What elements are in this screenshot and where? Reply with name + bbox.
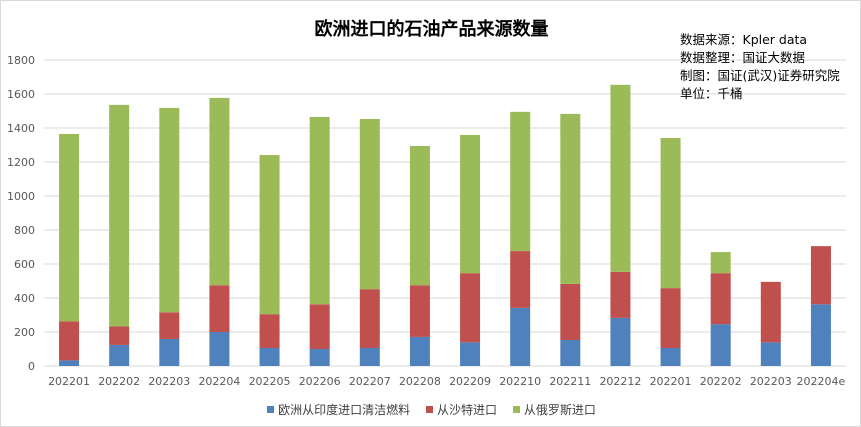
- bar-segment: [259, 155, 280, 315]
- bar-segment: [359, 118, 380, 290]
- bar-segment: [109, 344, 130, 366]
- note-chart-by: 制图：国证(武汉)证券研究院: [680, 68, 840, 83]
- legend-label: 欧洲从印度进口清洁燃料: [278, 403, 411, 417]
- bar-segment: [610, 271, 631, 318]
- note-organizer: 数据整理：国证大数据: [680, 50, 806, 65]
- bar-segment: [159, 312, 180, 339]
- bar-segment: [309, 304, 330, 349]
- bar-segment: [510, 307, 531, 366]
- bar-segment: [660, 138, 681, 289]
- x-tick-label: 202201: [650, 375, 692, 388]
- y-tick-label: 800: [14, 224, 35, 237]
- x-tick-label: 202202: [98, 375, 140, 388]
- bar-segment: [560, 339, 581, 366]
- bar-segment: [59, 360, 80, 366]
- bar-segment: [159, 338, 180, 366]
- bar-segment: [710, 273, 731, 325]
- legend-item-russia: 从俄罗斯进口: [512, 401, 596, 418]
- y-tick-label: 1200: [7, 156, 35, 169]
- legend-item-saudi: 从沙特进口: [425, 401, 497, 418]
- x-tick-label: 202206: [299, 375, 341, 388]
- bar-segment: [359, 347, 380, 366]
- bar-segment: [460, 342, 481, 366]
- bar-segment: [159, 107, 180, 313]
- bar-segment: [510, 251, 531, 308]
- legend-label: 从沙特进口: [436, 403, 497, 417]
- bar-segment: [810, 246, 831, 305]
- x-tick-label: 202204: [198, 375, 240, 388]
- bar-segment: [259, 314, 280, 348]
- chart-title: 欧洲进口的石油产品来源数量: [314, 19, 549, 40]
- y-tick-label: 1000: [7, 190, 35, 203]
- bar-segment: [610, 84, 631, 272]
- bar-segment: [359, 289, 380, 348]
- x-tick-label: 202205: [249, 375, 291, 388]
- bar-segment: [810, 304, 831, 366]
- bar-segment: [660, 347, 681, 366]
- bar-segment: [460, 273, 481, 343]
- x-tick-label: 202202: [700, 375, 742, 388]
- legend-label: 从俄罗斯进口: [523, 403, 596, 417]
- bar-segment: [510, 111, 531, 252]
- y-tick-label: 200: [14, 326, 35, 339]
- bar-segment: [59, 321, 80, 361]
- y-tick-label: 1400: [7, 122, 35, 135]
- bar-segment: [409, 146, 430, 286]
- y-tick-label: 0: [28, 360, 35, 373]
- x-tick-label: 202204e: [797, 375, 846, 388]
- bar-segment: [209, 332, 230, 366]
- y-tick-label: 1800: [7, 54, 35, 67]
- bar-segment: [409, 285, 430, 337]
- x-tick-label: 202203: [148, 375, 190, 388]
- bar-segment: [259, 347, 280, 366]
- note-unit: 单位：千桶: [680, 86, 743, 101]
- x-tick-label: 202209: [449, 375, 491, 388]
- bar-segment: [610, 317, 631, 366]
- note-source: 数据来源：Kpler data: [680, 32, 808, 47]
- bar-segment: [209, 97, 230, 286]
- x-tick-label: 202203: [750, 375, 792, 388]
- bar-segment: [309, 116, 330, 305]
- y-tick-label: 600: [14, 258, 35, 271]
- bar-segment: [209, 285, 230, 332]
- x-tick-label: 202208: [399, 375, 441, 388]
- bar-segment: [660, 288, 681, 348]
- bar-segment: [710, 252, 731, 274]
- x-tick-label: 202201: [48, 375, 90, 388]
- legend-item-india: 欧洲从印度进口清洁燃料: [267, 401, 410, 418]
- bar-segment: [560, 283, 581, 340]
- bar-segment: [710, 324, 731, 366]
- legend-swatch: [425, 406, 433, 413]
- bar-segment: [409, 336, 430, 366]
- bar-segment: [59, 133, 80, 322]
- x-tick-label: 202207: [349, 375, 391, 388]
- bar-segment: [109, 104, 130, 327]
- bar-segment: [560, 113, 581, 284]
- legend: 欧洲从印度进口清洁燃料 从沙特进口 从俄罗斯进口: [1, 401, 860, 418]
- y-tick-label: 400: [14, 292, 35, 305]
- bar-segment: [309, 349, 330, 366]
- chart-notes: 数据来源：Kpler data 数据整理：国证大数据 制图：国证(武汉)证券研究…: [680, 31, 840, 103]
- legend-swatch: [267, 406, 275, 413]
- legend-swatch: [512, 406, 520, 413]
- x-tick-label: 202210: [499, 375, 541, 388]
- bar-segment: [109, 326, 130, 345]
- x-tick-label: 202211: [549, 375, 591, 388]
- bar-segment: [460, 134, 481, 274]
- bar-segment: [760, 342, 781, 366]
- y-tick-label: 1600: [7, 88, 35, 101]
- bar-segment: [760, 281, 781, 343]
- x-tick-label: 202212: [599, 375, 641, 388]
